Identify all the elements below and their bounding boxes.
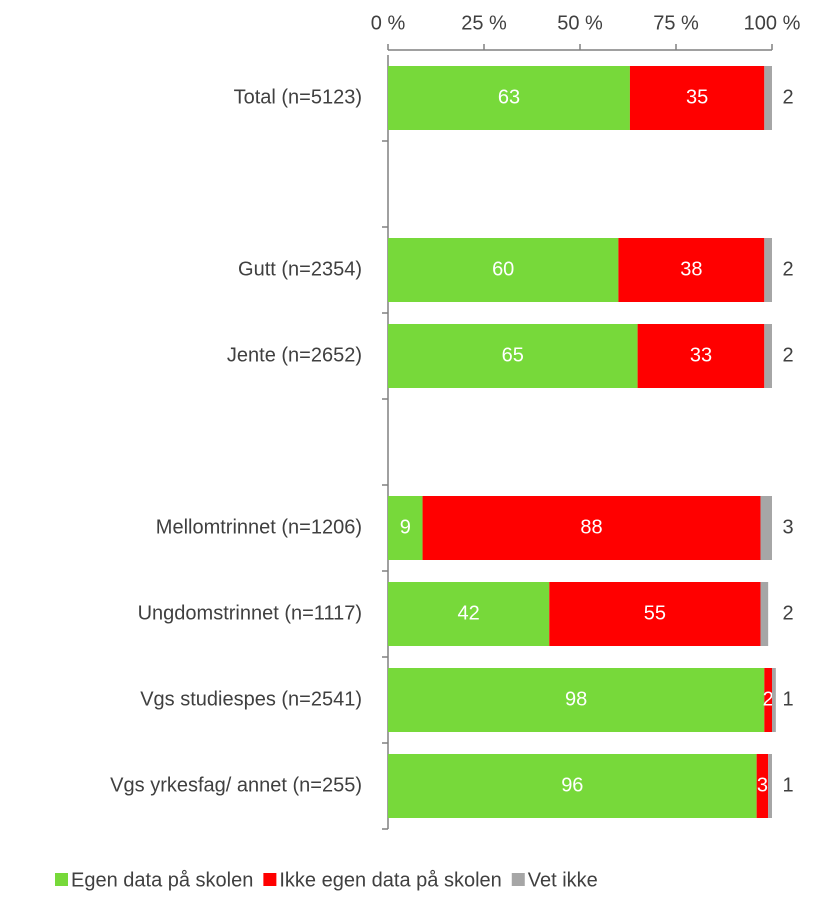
data-label: 2 (782, 258, 793, 280)
y-tick-label: Vgs yrkesfag/ annet (n=255) (110, 774, 362, 796)
data-label: 1 (782, 774, 793, 796)
bar-segment (764, 238, 772, 302)
legend-swatch (511, 873, 525, 886)
bar-segment (422, 496, 761, 560)
data-label: 2 (782, 86, 793, 108)
data-label: 2 (782, 602, 793, 624)
bar-segment (388, 582, 550, 646)
y-tick-label: Total (n=5123) (234, 86, 362, 108)
legend-label: Vet ikke (528, 869, 598, 891)
bar-segment (388, 324, 638, 388)
bar-segment (764, 66, 772, 130)
bar-segment (388, 668, 765, 732)
data-label: 1 (782, 688, 793, 710)
y-tick-label: Vgs studiespes (n=2541) (140, 688, 362, 710)
data-label: 3 (757, 774, 768, 796)
data-label: 2 (763, 688, 774, 710)
y-tick-label: Mellomtrinnet (n=1206) (156, 516, 362, 538)
data-label: 65 (502, 344, 524, 366)
data-label: 63 (498, 86, 520, 108)
x-tick-label: 75 % (653, 12, 699, 34)
bar-segment (388, 238, 619, 302)
data-label: 33 (690, 344, 712, 366)
bar-segment (637, 324, 765, 388)
data-label: 96 (561, 774, 583, 796)
data-label: 9 (400, 516, 411, 538)
data-label: 98 (565, 688, 587, 710)
x-tick-label: 25 % (461, 12, 507, 34)
bar-segment (629, 66, 765, 130)
legend-swatch (55, 873, 68, 886)
bar-segment (756, 754, 769, 818)
data-label: 2 (782, 344, 793, 366)
x-tick-label: 0 % (371, 12, 406, 34)
bar-segment (760, 496, 772, 560)
bar-segment (618, 238, 765, 302)
data-label: 55 (644, 602, 666, 624)
bar-segment (549, 582, 761, 646)
bar-segment (764, 324, 772, 388)
x-tick-label: 100 % (744, 12, 801, 34)
bar-segment (760, 582, 769, 646)
legend-swatch (263, 873, 277, 886)
bar-segment (772, 668, 776, 732)
data-label: 60 (492, 258, 514, 280)
y-tick-label: Jente (n=2652) (227, 344, 362, 366)
x-tick-label: 50 % (557, 12, 603, 34)
bar-segment (388, 754, 757, 818)
bar-segment (764, 668, 772, 732)
data-label: 42 (458, 602, 480, 624)
bar-segment (768, 754, 772, 818)
data-label: 35 (686, 86, 708, 108)
data-label: 38 (680, 258, 702, 280)
data-label: 88 (580, 516, 602, 538)
bar-segment (388, 66, 630, 130)
data-label: 3 (782, 516, 793, 538)
bar-segment (388, 496, 423, 560)
y-tick-label: Ungdomstrinnet (n=1117) (138, 602, 362, 624)
y-tick-label: Gutt (n=2354) (238, 258, 362, 280)
legend-label: Egen data på skolen (71, 869, 253, 891)
legend-label: Ikke egen data på skolen (279, 869, 501, 891)
